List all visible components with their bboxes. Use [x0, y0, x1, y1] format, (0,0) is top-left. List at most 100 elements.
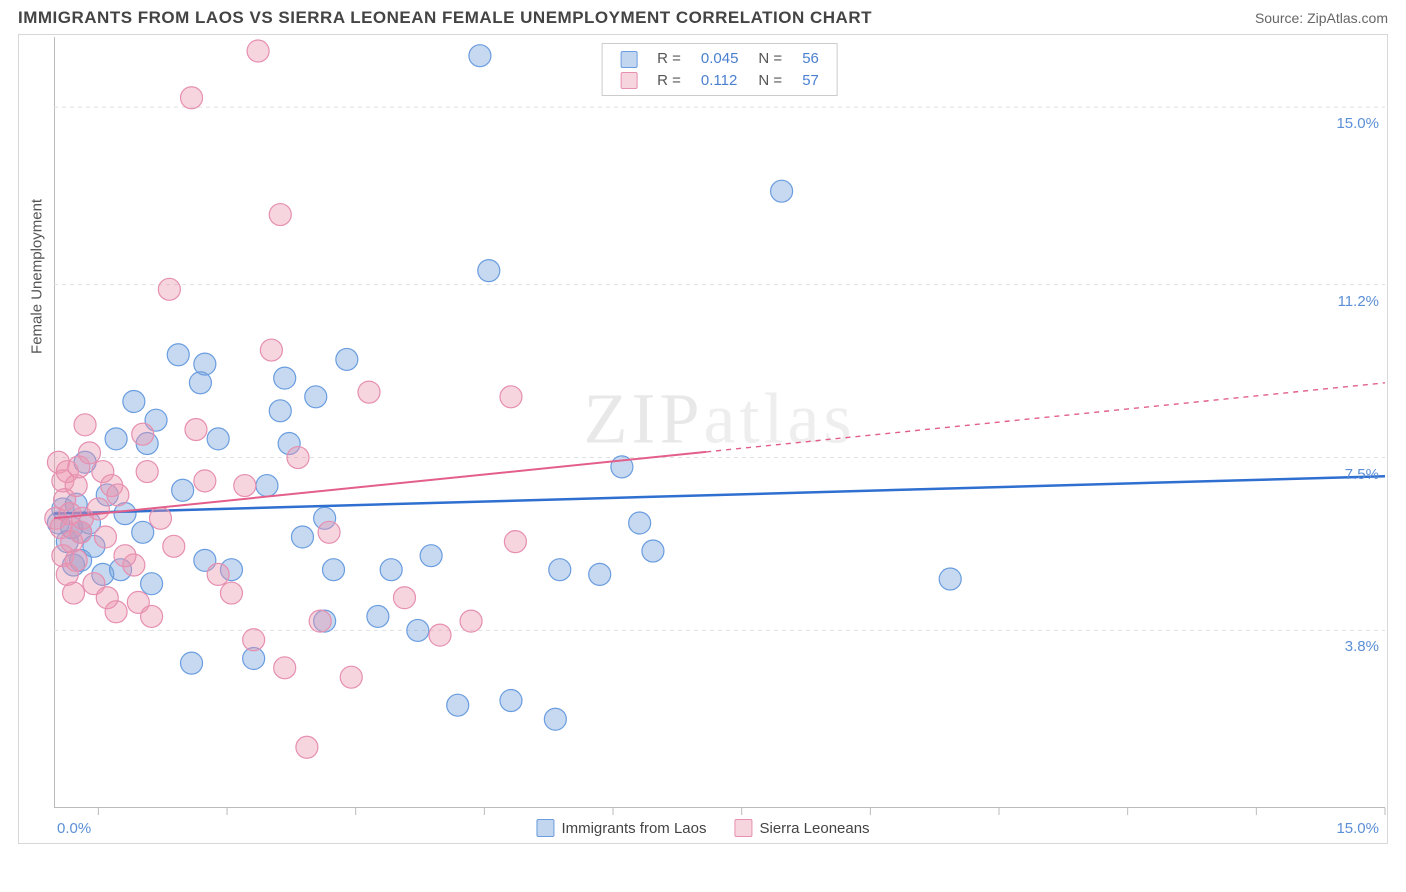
data-point: [460, 610, 482, 632]
data-point: [318, 521, 340, 543]
data-point: [65, 549, 87, 571]
chart-title: IMMIGRANTS FROM LAOS VS SIERRA LEONEAN F…: [18, 8, 872, 28]
data-point: [939, 568, 961, 590]
data-point: [469, 45, 491, 67]
data-point: [642, 540, 664, 562]
data-point: [274, 367, 296, 389]
plot-svg: [54, 37, 1385, 808]
data-point: [340, 666, 362, 688]
x-min-label: 0.0%: [57, 820, 91, 837]
data-point: [96, 587, 118, 609]
data-point: [549, 559, 571, 581]
plot-area: Female Unemployment ZIPatlas R = 0.045 N…: [54, 37, 1385, 808]
data-point: [74, 414, 96, 436]
data-point: [149, 507, 171, 529]
data-point: [136, 461, 158, 483]
data-point: [336, 348, 358, 370]
data-point: [163, 535, 185, 557]
data-point: [256, 475, 278, 497]
y-axis-label: Female Unemployment: [29, 198, 46, 353]
r-label: R =: [647, 48, 691, 70]
data-point: [380, 559, 402, 581]
n-value: 56: [792, 48, 829, 70]
data-point: [185, 419, 207, 441]
legend-row: R = 0.112 N = 57: [610, 70, 829, 92]
data-point: [194, 353, 216, 375]
data-point: [172, 479, 194, 501]
data-point: [260, 339, 282, 361]
swatch-pink-icon: [734, 819, 752, 837]
series-legend: Immigrants from Laos Sierra Leoneans: [536, 819, 869, 837]
data-point: [287, 447, 309, 469]
data-point: [78, 442, 100, 464]
data-point: [269, 204, 291, 226]
data-point: [105, 428, 127, 450]
data-point: [309, 610, 331, 632]
data-point: [234, 475, 256, 497]
data-point: [291, 526, 313, 548]
data-point: [141, 573, 163, 595]
data-point: [589, 563, 611, 585]
data-point: [158, 278, 180, 300]
swatch-blue-icon: [536, 819, 554, 837]
data-point: [207, 563, 229, 585]
data-point: [771, 180, 793, 202]
data-point: [167, 344, 189, 366]
data-point: [269, 400, 291, 422]
data-point: [544, 708, 566, 730]
data-point: [500, 386, 522, 408]
data-point: [243, 629, 265, 651]
data-point: [447, 694, 469, 716]
legend-label: Sierra Leoneans: [759, 820, 869, 837]
chart-container: Female Unemployment ZIPatlas R = 0.045 N…: [18, 34, 1388, 844]
data-point: [107, 484, 129, 506]
data-point: [181, 652, 203, 674]
r-value: 0.045: [691, 48, 749, 70]
y-tick-label: 15.0%: [1336, 115, 1379, 132]
data-point: [305, 386, 327, 408]
n-label: N =: [748, 70, 792, 92]
data-point: [629, 512, 651, 534]
data-point: [132, 423, 154, 445]
data-point: [194, 470, 216, 492]
data-point: [132, 521, 154, 543]
data-point: [367, 605, 389, 627]
y-tick-label: 7.5%: [1345, 466, 1379, 483]
data-point: [323, 559, 345, 581]
data-point: [87, 498, 109, 520]
legend-row: R = 0.045 N = 56: [610, 48, 829, 70]
swatch-blue-icon: [620, 51, 637, 68]
data-point: [94, 526, 116, 548]
data-point: [220, 582, 242, 604]
data-point: [500, 690, 522, 712]
swatch-pink-icon: [620, 72, 637, 89]
data-point: [114, 545, 136, 567]
y-tick-label: 11.2%: [1338, 293, 1379, 310]
data-point: [358, 381, 380, 403]
data-point: [63, 582, 85, 604]
data-point: [504, 531, 526, 553]
data-point: [247, 40, 269, 62]
legend-item: Sierra Leoneans: [734, 819, 869, 837]
n-value: 57: [792, 70, 829, 92]
r-value: 0.112: [691, 70, 749, 92]
data-point: [420, 545, 442, 567]
data-point: [407, 619, 429, 641]
r-label: R =: [647, 70, 691, 92]
data-point: [207, 428, 229, 450]
data-point: [393, 587, 415, 609]
x-max-label: 15.0%: [1336, 820, 1379, 837]
data-point: [181, 87, 203, 109]
data-point: [296, 736, 318, 758]
correlation-legend: R = 0.045 N = 56 R = 0.112 N = 57: [601, 43, 838, 96]
trend-line-dashed: [706, 383, 1385, 452]
source-label: Source: ZipAtlas.com: [1255, 10, 1388, 26]
data-point: [123, 390, 145, 412]
data-point: [141, 605, 163, 627]
legend-label: Immigrants from Laos: [561, 820, 706, 837]
legend-item: Immigrants from Laos: [536, 819, 706, 837]
y-tick-label: 3.8%: [1345, 638, 1379, 655]
data-point: [274, 657, 296, 679]
n-label: N =: [748, 48, 792, 70]
data-point: [478, 260, 500, 282]
